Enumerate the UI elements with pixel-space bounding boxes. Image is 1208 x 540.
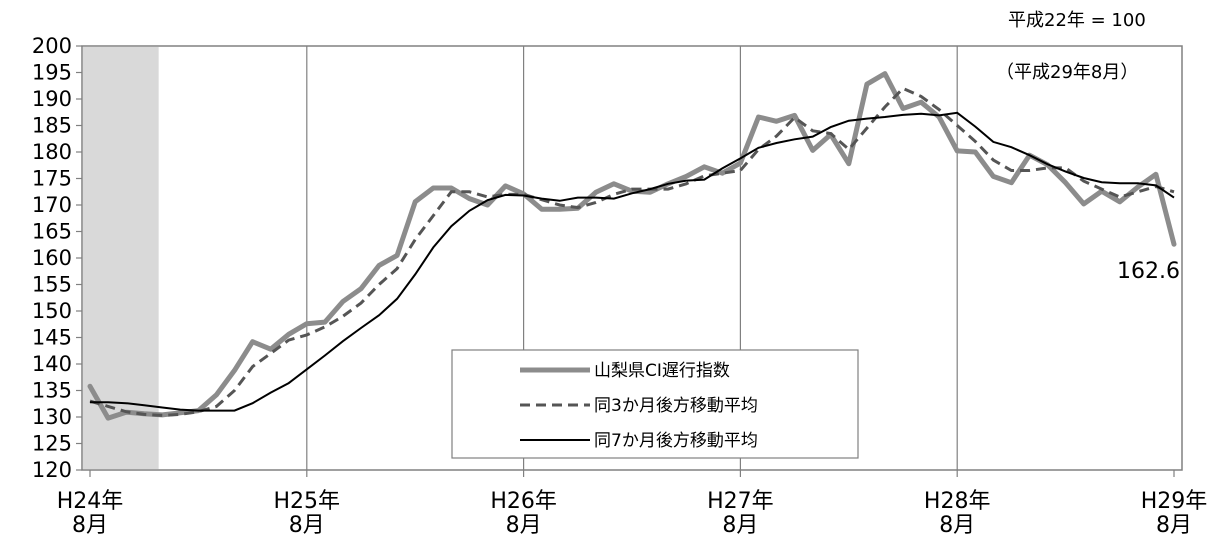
base-year-note: 平成22年 = 100 (1008, 10, 1146, 31)
x-tick-label-month: 8月 (506, 513, 542, 538)
y-tick-label: 165 (32, 220, 72, 244)
x-tick-label-month: 8月 (289, 513, 325, 538)
y-tick-label: 135 (32, 379, 72, 403)
legend-label-ci: 山梨県CI遅行指数 (594, 361, 730, 381)
last-value-label: 162.6 (1117, 259, 1180, 284)
x-tick-label-month: 8月 (939, 513, 975, 538)
series-line-2 (89, 86, 1175, 417)
y-tick-label: 190 (32, 87, 72, 111)
series-line-3 (90, 111, 1175, 412)
x-tick-label-month: 8月 (722, 513, 758, 538)
y-tick-label: 150 (32, 299, 72, 323)
y-tick-label: 155 (32, 273, 72, 297)
x-tick-label-year: H24年 (57, 489, 124, 514)
y-axis: 1201251301351401451501551601651701751801… (32, 34, 82, 482)
legend-box (451, 349, 859, 459)
period-note: （平成29年8月） (996, 62, 1139, 83)
y-tick-label: 185 (32, 114, 72, 138)
y-tick-label: 175 (32, 167, 72, 191)
legend-label-7m: 同7か月後方移動平均 (594, 431, 758, 451)
y-tick-label: 195 (32, 61, 72, 85)
y-tick-label: 180 (32, 140, 72, 164)
x-tick-label-year: H25年 (274, 489, 341, 514)
y-tick-label: 200 (32, 34, 72, 58)
x-tick-label-year: H26年 (490, 489, 557, 514)
y-tick-label: 125 (32, 432, 72, 456)
y-tick-label: 160 (32, 246, 72, 270)
y-tick-label: 140 (32, 352, 72, 376)
series-line-1 (87, 71, 1177, 421)
y-tick-label: 145 (32, 326, 72, 350)
y-tick-label: 170 (32, 193, 72, 217)
x-tick-label-year: H27年 (707, 489, 774, 514)
x-tick-label-year: H28年 (924, 489, 991, 514)
y-tick-label: 130 (32, 405, 72, 429)
legend-label-3m: 同3か月後方移動平均 (594, 396, 758, 416)
x-tick-label-month: 8月 (72, 513, 108, 538)
x-tick-label-year: H29年 (1141, 489, 1208, 514)
legend: 山梨県CI遅行指数 同3か月後方移動平均 同7か月後方移動平均 (451, 349, 859, 459)
x-tick-label-month: 8月 (1156, 513, 1192, 538)
y-tick-label: 120 (32, 458, 72, 482)
series-lines (87, 71, 1177, 421)
